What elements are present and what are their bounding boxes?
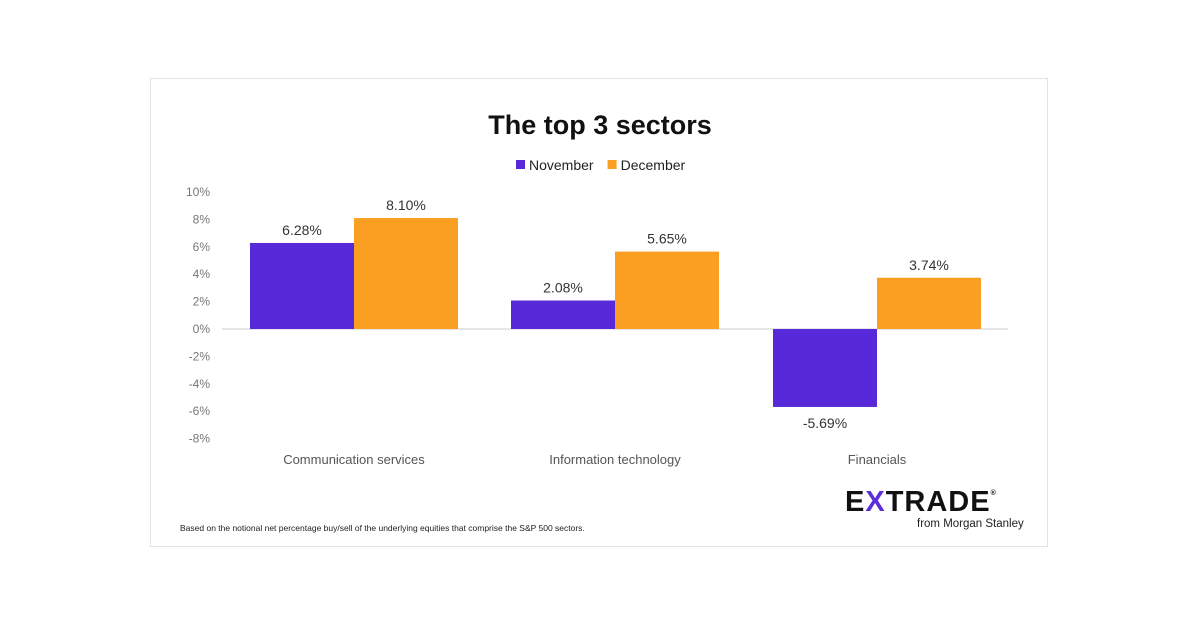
bar-december xyxy=(877,277,981,329)
legend-label: November xyxy=(529,157,594,173)
data-label: 5.65% xyxy=(647,231,687,247)
y-tick-label: 6% xyxy=(193,240,211,254)
bar-november xyxy=(773,329,877,407)
y-tick-label: 2% xyxy=(193,295,211,309)
y-tick-label: -6% xyxy=(189,404,211,418)
bar-december xyxy=(354,218,458,329)
legend-label: December xyxy=(621,157,686,173)
data-label: 3.74% xyxy=(909,257,949,273)
y-tick-label: -8% xyxy=(189,432,211,446)
logo-subtitle: from Morgan Stanley xyxy=(917,518,1024,530)
footnote: Based on the notional net percentage buy… xyxy=(180,523,585,533)
y-tick-label: 0% xyxy=(193,322,211,336)
y-tick-label: -2% xyxy=(189,349,211,363)
data-label: 6.28% xyxy=(282,222,322,238)
y-tick-label: 4% xyxy=(193,267,211,281)
chart-card xyxy=(150,78,1048,547)
x-tick-label: Communication services xyxy=(283,452,425,467)
y-tick-label: -4% xyxy=(189,377,211,391)
legend-swatch xyxy=(607,160,617,169)
etrade-logo: EXTRADE® xyxy=(845,486,997,518)
data-label: 8.10% xyxy=(386,197,426,213)
chart-title: The top 3 sectors xyxy=(488,110,712,140)
y-tick-label: 8% xyxy=(193,212,211,226)
bar-november xyxy=(250,242,354,329)
x-tick-label: Financials xyxy=(848,452,907,467)
legend-swatch xyxy=(516,160,525,169)
bar-december xyxy=(615,251,719,329)
bar-november xyxy=(511,300,615,329)
x-tick-label: Information technology xyxy=(549,452,681,467)
y-tick-label: 10% xyxy=(186,185,210,199)
data-label: 2.08% xyxy=(543,280,583,296)
data-label: -5.69% xyxy=(803,415,847,431)
